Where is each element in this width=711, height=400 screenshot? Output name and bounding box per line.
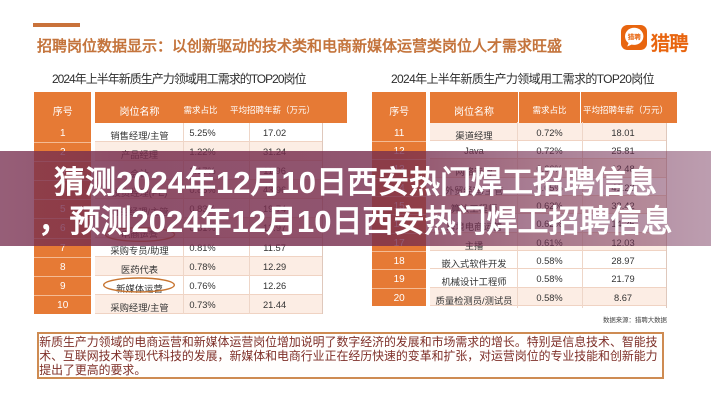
svg-text:猎聘: 猎聘 [627, 32, 641, 41]
